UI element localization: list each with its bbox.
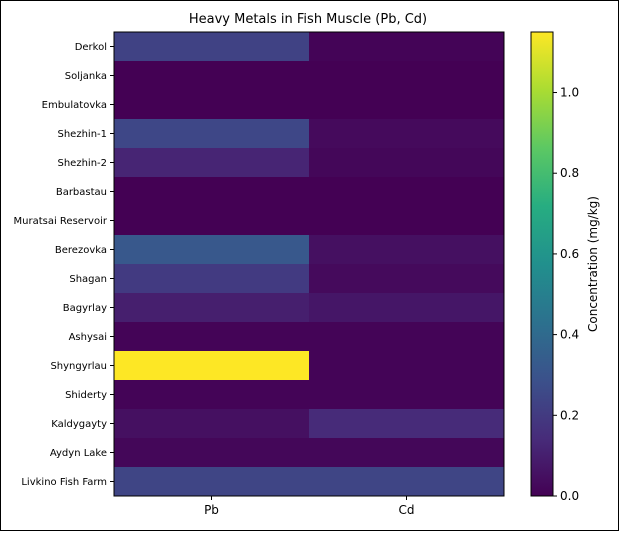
heatmap-cells — [114, 32, 505, 497]
heatmap-cell — [114, 177, 310, 207]
heatmap-cell — [114, 61, 310, 91]
y-tick-label: Kaldygayty — [51, 419, 107, 430]
colorbar-tick-label: 0.8 — [560, 166, 579, 180]
heatmap-cell — [114, 409, 310, 439]
heatmap-cell — [114, 351, 310, 381]
x-tick-label: Cd — [399, 503, 415, 517]
heatmap-cell — [309, 351, 505, 381]
heatmap-cell — [114, 264, 310, 294]
y-tick-label: Embulatovka — [42, 100, 107, 111]
y-tick-label: Aydyn Lake — [50, 448, 107, 459]
colorbar: 0.0 0.2 0.4 0.6 0.8 1.0 — [530, 31, 579, 503]
heatmap-cell — [309, 61, 505, 91]
heatmap-cell — [309, 177, 505, 207]
heatmap-cell — [114, 119, 310, 149]
heatmap-cell — [114, 322, 310, 352]
heatmap-cell — [309, 119, 505, 149]
y-tick-label: Ashysai — [69, 332, 107, 343]
y-tick-label: Berezovka — [55, 245, 107, 256]
y-tick-label: Soljanka — [65, 71, 107, 82]
colorbar-tick-label: 0.2 — [560, 408, 579, 422]
chart-title: Heavy Metals in Fish Muscle (Pb, Cd) — [189, 12, 427, 27]
colorbar-label: Concentration (mg/kg) — [586, 196, 600, 332]
heatmap-cell — [114, 467, 310, 497]
heatmap-cell — [309, 148, 505, 178]
heatmap-cell — [309, 235, 505, 265]
heatmap-cell — [309, 264, 505, 294]
y-tick-label: Shagan — [69, 274, 107, 285]
heatmap-cell — [114, 206, 310, 236]
colorbar-tick-label: 0.4 — [560, 328, 579, 342]
y-tick-labels: Derkol Soljanka Embulatovka Shezhin-1 Shezhi… — [14, 42, 114, 488]
y-tick-label: Shiderty — [65, 390, 107, 401]
colorbar-tick-label: 0.6 — [560, 247, 579, 261]
heatmap-cell — [114, 293, 310, 323]
y-tick-label: Livkino Fish Farm — [21, 477, 107, 488]
x-tick-label: Pb — [204, 503, 219, 517]
y-tick-label: Barbastau — [56, 187, 107, 198]
y-tick-label: Muratsai Reservoir — [14, 216, 108, 227]
heatmap-cell — [114, 148, 310, 178]
heatmap-cell — [309, 322, 505, 352]
heatmap-cell — [309, 206, 505, 236]
y-tick-label: Bagyrlay — [63, 303, 107, 314]
heatmap-cell — [114, 235, 310, 265]
heatmap-cell — [309, 90, 505, 120]
y-tick-label: Derkol — [75, 42, 107, 53]
colorbar-tick-label: 1.0 — [560, 86, 579, 100]
heatmap-cell — [114, 438, 310, 468]
heatmap-cell — [309, 32, 505, 62]
colorbar-tick-label: 0.0 — [560, 489, 579, 503]
plot-border — [113, 31, 505, 497]
colorbar-gradient — [530, 31, 554, 497]
heatmap-cell — [309, 380, 505, 410]
y-tick-label: Shezhin-1 — [57, 129, 107, 140]
x-tick-labels: Pb Cd — [204, 496, 415, 517]
heatmap-cell — [309, 438, 505, 468]
heatmap-cell — [114, 90, 310, 120]
heatmap-cell — [309, 409, 505, 439]
y-tick-label: Shyngyrlau — [50, 361, 107, 372]
heatmap-cell — [309, 467, 505, 497]
y-tick-label: Shezhin-2 — [57, 158, 107, 169]
heatmap-cell — [114, 380, 310, 410]
heatmap-cell — [114, 32, 310, 62]
heatmap-cell — [309, 293, 505, 323]
